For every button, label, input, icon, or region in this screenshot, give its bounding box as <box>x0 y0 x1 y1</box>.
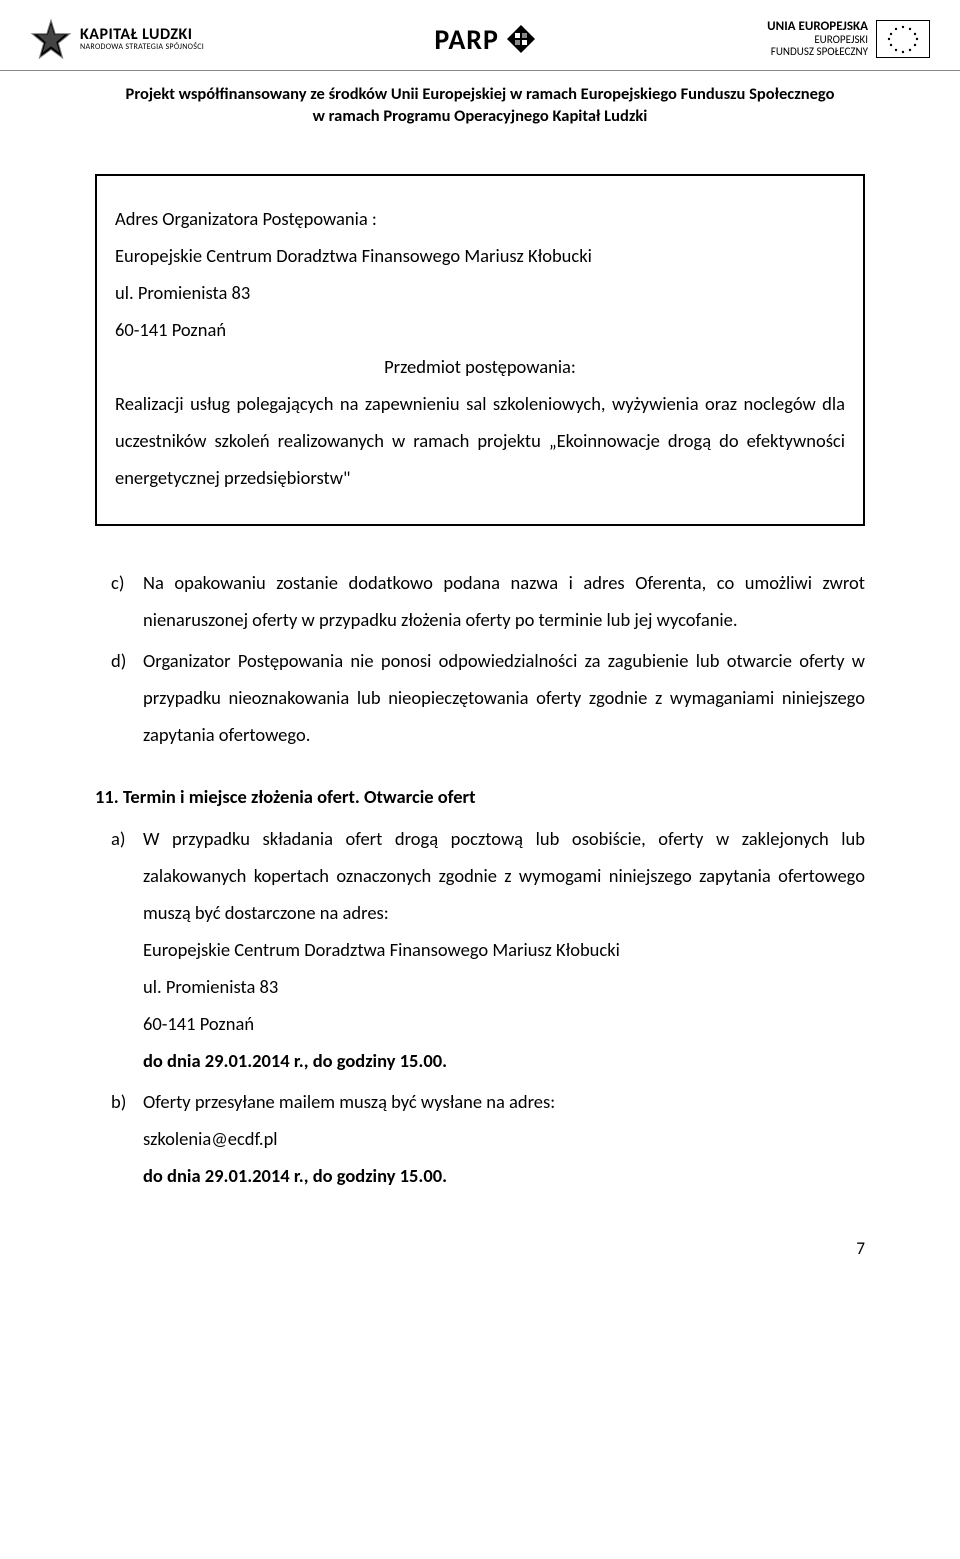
eu-flag-icon <box>876 20 930 58</box>
page: KAPITAŁ LUDZKI NARODOWA STRATEGIA SPÓJNO… <box>0 0 960 1279</box>
text-d: Organizator Postępowania nie ponosi odpo… <box>143 649 865 746</box>
a-org: Europejskie Centrum Doradztwa Finansoweg… <box>143 931 865 968</box>
section-11-list: a) W przypadku składania ofert drogą poc… <box>95 820 865 1194</box>
funding-line1: Projekt współfinansowany ze środków Unii… <box>40 83 920 105</box>
parp-icon <box>505 23 537 55</box>
b-deadline: do dnia 29.01.2014 r., do godziny 15.00. <box>143 1157 865 1194</box>
header-logos: KAPITAŁ LUDZKI NARODOWA STRATEGIA SPÓJNO… <box>0 0 960 71</box>
list-item-b: b) Oferty przesyłane mailem muszą być wy… <box>143 1083 865 1194</box>
content-area: Adres Organizatora Postępowania : Europe… <box>0 132 960 1238</box>
eu-sub2: FUNDUSZ SPOŁECZNY <box>767 46 868 58</box>
subject-box: Adres Organizatora Postępowania : Europe… <box>95 174 865 526</box>
section-11-heading: 11. Termin i miejsce złożenia ofert. Otw… <box>95 785 865 808</box>
page-number: 7 <box>0 1238 960 1279</box>
label-c: c) <box>111 564 124 601</box>
list-cd: c) Na opakowaniu zostanie dodatkowo poda… <box>95 564 865 753</box>
a-city: 60-141 Poznań <box>143 1005 865 1042</box>
logo-eu: UNIA EUROPEJSKA EUROPEJSKI FUNDUSZ SPOŁE… <box>767 20 930 58</box>
logo-kapital-ludzki: KAPITAŁ LUDZKI NARODOWA STRATEGIA SPÓJNO… <box>30 18 204 60</box>
logo-parp: PARP <box>434 22 537 57</box>
kl-subtitle: NARODOWA STRATEGIA SPÓJNOŚCI <box>80 43 204 51</box>
city: 60-141 Poznań <box>115 311 845 348</box>
a-deadline: do dnia 29.01.2014 r., do godziny 15.00. <box>143 1042 865 1079</box>
a-street: ul. Promienista 83 <box>143 968 865 1005</box>
funding-line2: w ramach Programu Operacyjnego Kapitał L… <box>40 105 920 127</box>
b-email: szkolenia@ecdf.pl <box>143 1120 865 1157</box>
kl-text-block: KAPITAŁ LUDZKI NARODOWA STRATEGIA SPÓJNO… <box>80 27 204 51</box>
label-d: d) <box>111 642 126 679</box>
list-item-d: d) Organizator Postępowania nie ponosi o… <box>143 642 865 753</box>
addr-label: Adres Organizatora Postępowania : <box>115 200 845 237</box>
star-icon <box>30 18 72 60</box>
text-a: W przypadku składania ofert drogą poczto… <box>143 827 865 924</box>
eu-title: UNIA EUROPEJSKA <box>767 20 868 34</box>
text-b: Oferty przesyłane mailem muszą być wysła… <box>143 1090 555 1113</box>
org-name: Europejskie Centrum Doradztwa Finansoweg… <box>115 237 845 274</box>
parp-text: PARP <box>434 22 499 57</box>
eu-text-block: UNIA EUROPEJSKA EUROPEJSKI FUNDUSZ SPOŁE… <box>767 20 868 58</box>
label-b: b) <box>111 1083 126 1120</box>
list-item-a: a) W przypadku składania ofert drogą poc… <box>143 820 865 1079</box>
list-item-c: c) Na opakowaniu zostanie dodatkowo poda… <box>143 564 865 638</box>
project-desc: Realizacji usług polegających na zapewni… <box>115 385 845 496</box>
label-a: a) <box>111 820 125 857</box>
funding-note: Projekt współfinansowany ze środków Unii… <box>0 71 960 132</box>
kl-title: KAPITAŁ LUDZKI <box>80 27 204 43</box>
street: ul. Promienista 83 <box>115 274 845 311</box>
subject-label: Przedmiot postępowania: <box>115 348 845 385</box>
text-c: Na opakowaniu zostanie dodatkowo podana … <box>143 571 865 631</box>
